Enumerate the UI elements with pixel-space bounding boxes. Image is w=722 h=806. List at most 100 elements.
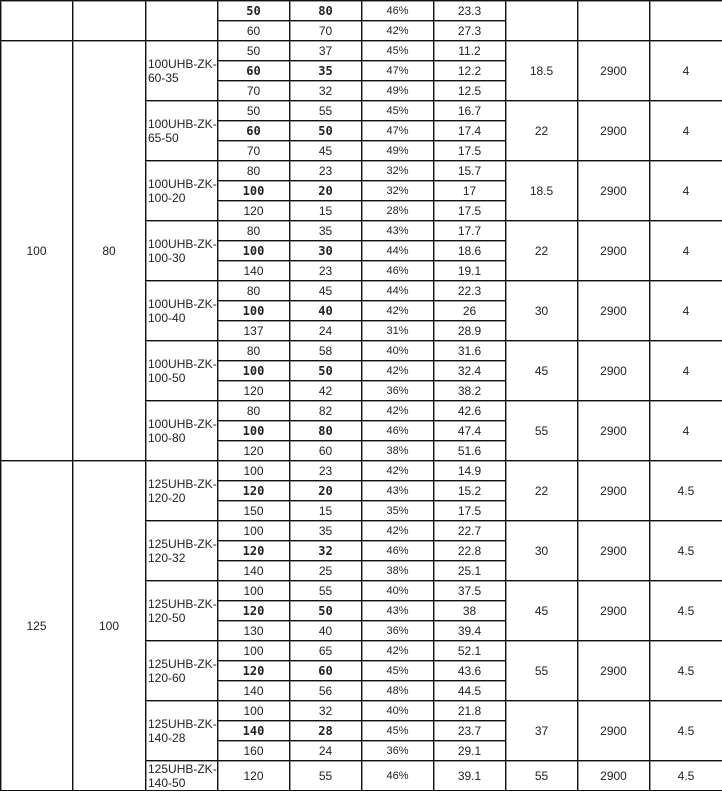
head-cell: 37 xyxy=(290,40,362,60)
table-row: 100UHB-ZK-100-50 80 58 40% 31.6 45 2900 4 xyxy=(1,340,722,400)
speed-cell: 2900 xyxy=(578,520,650,580)
table-row: 100 40 42% 26 xyxy=(1,300,722,320)
flow-cell: 140 xyxy=(218,680,290,700)
head-cell: 35 xyxy=(290,520,362,540)
head-cell: 32 xyxy=(290,80,362,100)
flow-cell: 100 xyxy=(218,300,290,320)
shaft-power-cell: 17 xyxy=(434,180,506,200)
flow-cell: 50 xyxy=(218,0,290,20)
shaft-power-cell: 44.5 xyxy=(434,680,506,700)
table-row: 120 42 36% 38.2 xyxy=(1,380,722,400)
efficiency-cell: 45% xyxy=(362,100,434,120)
motor-power-cell: 30 xyxy=(506,520,578,580)
shaft-power-cell: 43.6 xyxy=(434,660,506,680)
flow-cell: 100 xyxy=(218,640,290,660)
head-cell: 35 xyxy=(290,220,362,240)
efficiency-cell: 43% xyxy=(362,220,434,240)
flow-cell: 120 xyxy=(218,440,290,460)
flow-cell: 80 xyxy=(218,160,290,180)
efficiency-cell: 44% xyxy=(362,280,434,300)
shaft-power-cell: 27.3 xyxy=(434,20,506,40)
flow-cell: 100 xyxy=(218,580,290,600)
shaft-power-cell: 17.5 xyxy=(434,200,506,220)
motor-power-cell: 18.5 xyxy=(506,40,578,100)
shaft-power-cell: 15.7 xyxy=(434,160,506,180)
head-cell: 28 xyxy=(290,720,362,740)
efficiency-cell: 42% xyxy=(362,640,434,660)
flow-cell: 140 xyxy=(218,720,290,740)
efficiency-cell: 47% xyxy=(362,120,434,140)
speed-cell: 2900 xyxy=(578,340,650,400)
motor-power-cell xyxy=(506,0,578,40)
table-row: 70 45 49% 17.5 xyxy=(1,140,722,160)
efficiency-cell: 46% xyxy=(362,760,434,790)
head-cell: 60 xyxy=(290,440,362,460)
flow-cell: 120 xyxy=(218,660,290,680)
model-cell: 100UHB-ZK-65-50 xyxy=(146,100,218,160)
table-row: 100UHB-ZK-100-80 80 82 42% 42.6 55 2900 4 xyxy=(1,400,722,460)
npsh-cell: 4.5 xyxy=(650,760,722,790)
motor-power-cell: 22 xyxy=(506,220,578,280)
flow-cell: 100 xyxy=(218,520,290,540)
speed-cell: 2900 xyxy=(578,760,650,790)
motor-power-cell: 18.5 xyxy=(506,160,578,220)
table-row: 100UHB-ZK-100-30 80 35 43% 17.7 22 2900 4 xyxy=(1,220,722,280)
efficiency-cell: 42% xyxy=(362,520,434,540)
head-cell: 25 xyxy=(290,560,362,580)
efficiency-cell: 42% xyxy=(362,360,434,380)
npsh-cell: 4.5 xyxy=(650,460,722,520)
shaft-power-cell: 25.1 xyxy=(434,560,506,580)
flow-cell: 120 xyxy=(218,600,290,620)
shaft-power-cell: 22.7 xyxy=(434,520,506,540)
shaft-power-cell: 38 xyxy=(434,600,506,620)
head-cell: 45 xyxy=(290,140,362,160)
speed-cell: 2900 xyxy=(578,40,650,100)
shaft-power-cell: 31.6 xyxy=(434,340,506,360)
motor-power-cell: 37 xyxy=(506,700,578,760)
head-cell: 20 xyxy=(290,480,362,500)
flow-cell: 80 xyxy=(218,400,290,420)
efficiency-cell: 31% xyxy=(362,320,434,340)
efficiency-cell: 45% xyxy=(362,660,434,680)
speed-cell: 2900 xyxy=(578,100,650,160)
table-row: 100 50 42% 32.4 xyxy=(1,360,722,380)
efficiency-cell: 42% xyxy=(362,400,434,420)
speed-cell: 2900 xyxy=(578,160,650,220)
head-cell: 56 xyxy=(290,680,362,700)
npsh-cell: 4.5 xyxy=(650,640,722,700)
head-cell: 55 xyxy=(290,100,362,120)
efficiency-cell: 49% xyxy=(362,80,434,100)
flow-cell: 80 xyxy=(218,280,290,300)
table-row: 140 28 45% 23.7 xyxy=(1,720,722,740)
head-cell: 30 xyxy=(290,240,362,260)
shaft-power-cell: 17.7 xyxy=(434,220,506,240)
table-row: 125UHB-ZK-120-32 100 35 42% 22.7 30 2900 4.5 xyxy=(1,520,722,580)
flow-cell: 100 xyxy=(218,240,290,260)
motor-power-cell: 22 xyxy=(506,460,578,520)
model-cell xyxy=(146,0,218,40)
model-cell: 125UHB-ZK-120-60 xyxy=(146,640,218,700)
shaft-power-cell: 32.4 xyxy=(434,360,506,380)
npsh-cell: 4 xyxy=(650,160,722,220)
head-cell: 15 xyxy=(290,500,362,520)
head-cell: 80 xyxy=(290,0,362,20)
flow-cell: 60 xyxy=(218,120,290,140)
motor-power-cell: 30 xyxy=(506,280,578,340)
table-row: 100UHB-ZK-100-40 80 45 44% 22.3 30 2900 4 xyxy=(1,280,722,340)
flow-cell: 100 xyxy=(218,360,290,380)
table-row: 140 23 46% 19.1 xyxy=(1,260,722,280)
table-row: 120 32 46% 22.8 xyxy=(1,540,722,560)
head-cell: 40 xyxy=(290,300,362,320)
efficiency-cell: 42% xyxy=(362,300,434,320)
head-cell: 32 xyxy=(290,540,362,560)
npsh-cell: 4 xyxy=(650,100,722,160)
efficiency-cell: 38% xyxy=(362,440,434,460)
flow-cell: 70 xyxy=(218,140,290,160)
efficiency-cell: 42% xyxy=(362,20,434,40)
table-row: 50 80 46% 23.3 xyxy=(1,0,722,40)
shaft-power-cell: 23.7 xyxy=(434,720,506,740)
table-row: 60 50 47% 17.4 xyxy=(1,120,722,140)
flow-cell: 120 xyxy=(218,480,290,500)
npsh-cell: 4 xyxy=(650,40,722,100)
speed-cell: 2900 xyxy=(578,400,650,460)
